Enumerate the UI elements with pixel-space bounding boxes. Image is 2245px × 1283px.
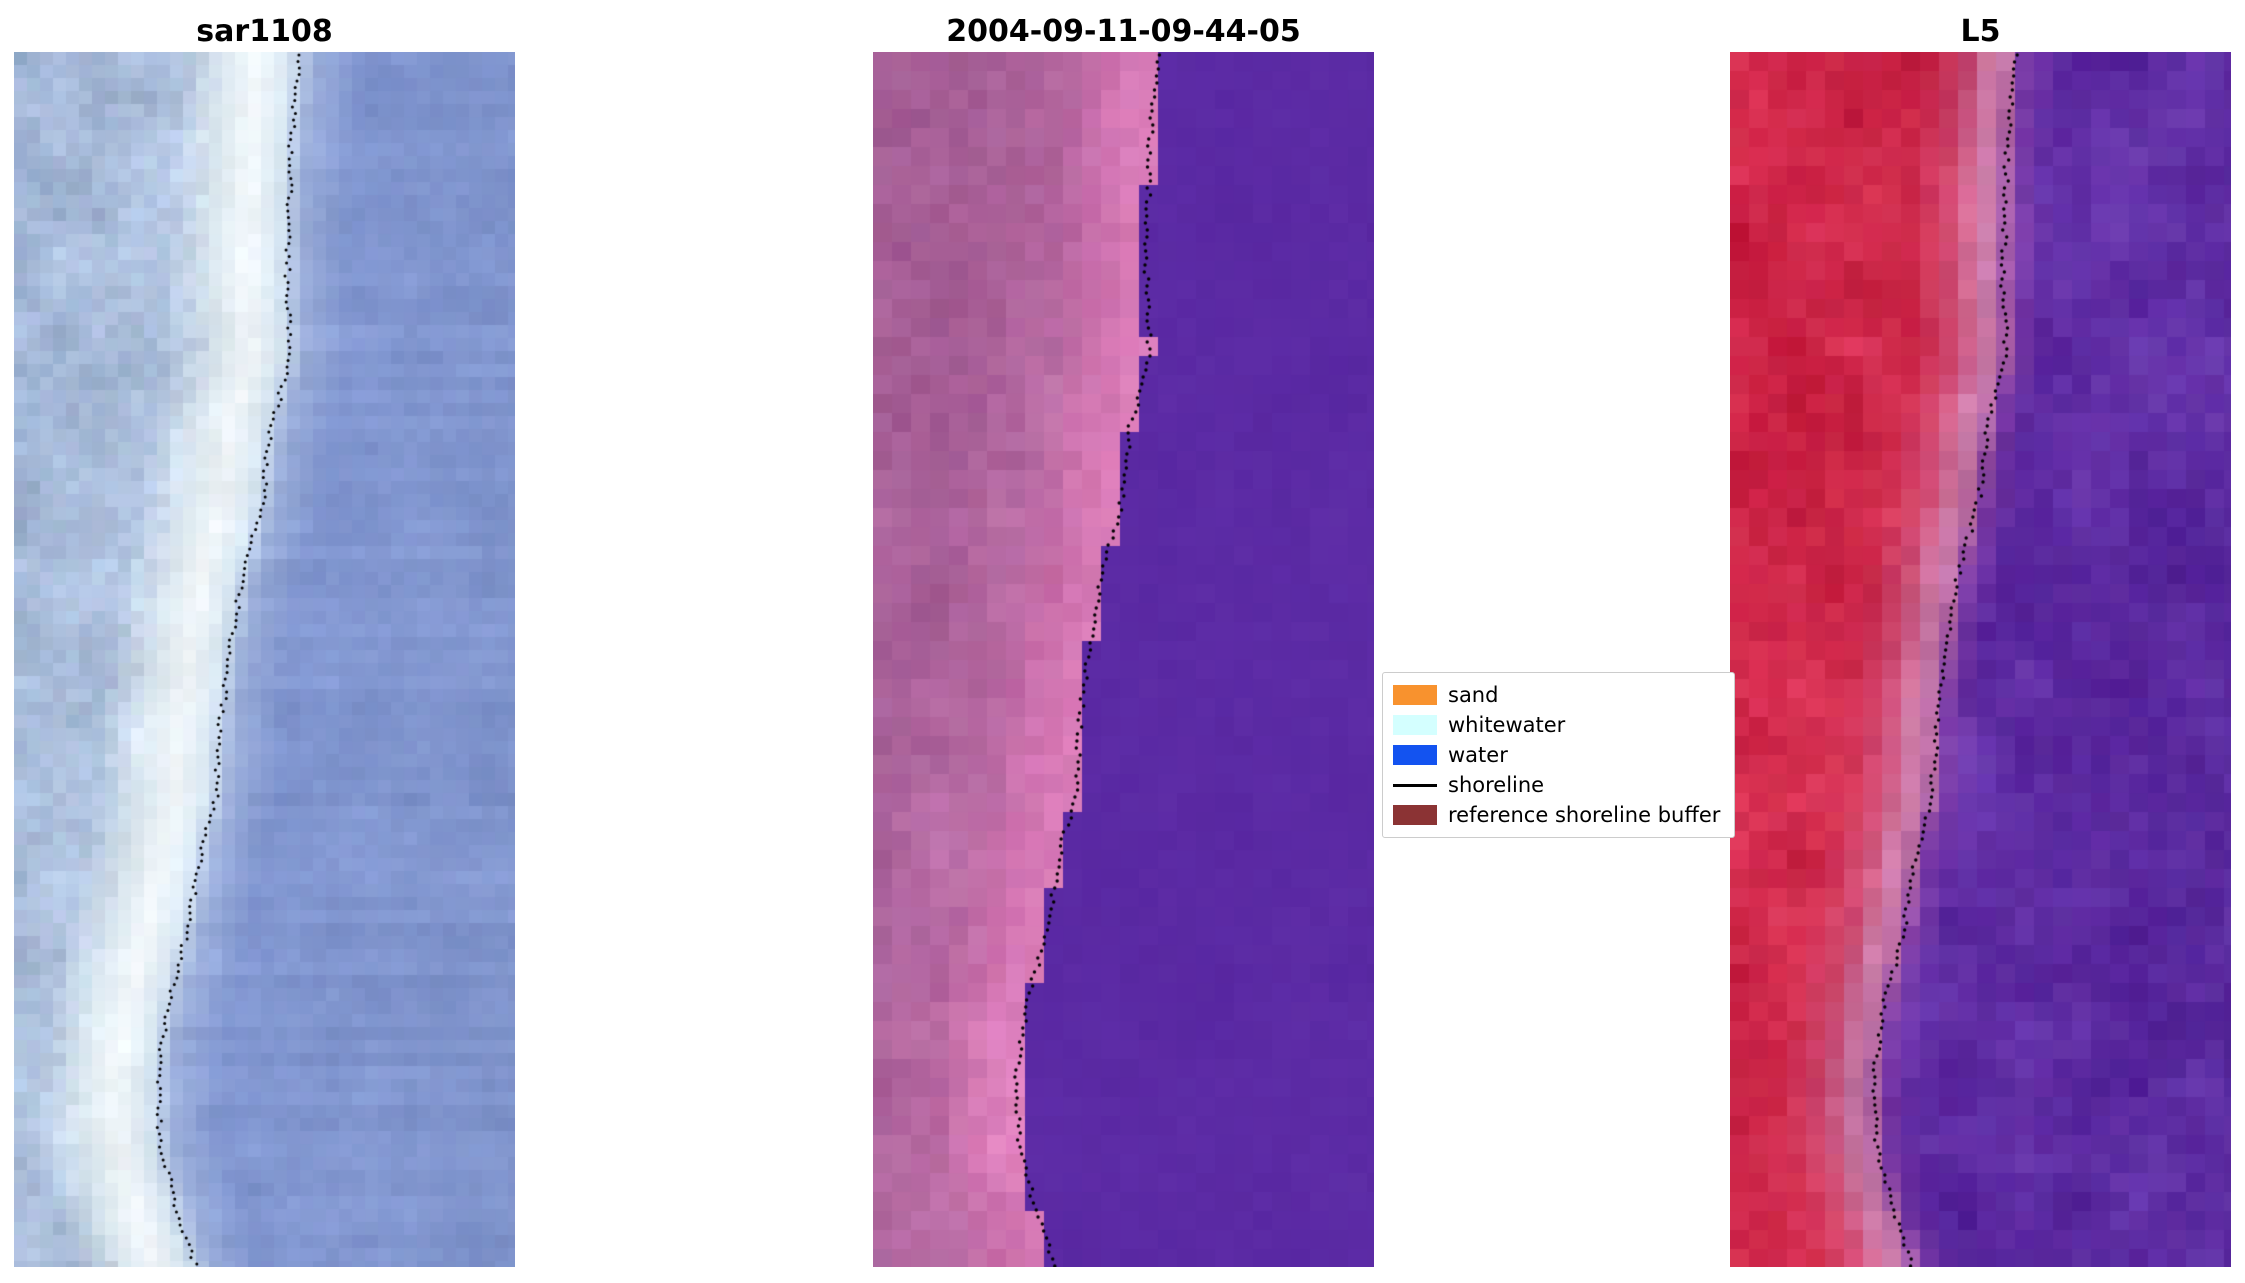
sand-swatch — [1393, 685, 1437, 705]
panel-title-date: 2004-09-11-09-44-05 — [946, 14, 1301, 49]
sar-satellite-image — [14, 52, 515, 1267]
legend-label-water: water — [1448, 743, 1508, 767]
panel-title-l5: L5 — [1960, 14, 2001, 49]
panel-title-sar1108: sar1108 — [196, 14, 333, 49]
water-swatch — [1393, 745, 1437, 765]
l5-satellite-image — [1730, 52, 2231, 1267]
legend-item-shoreline: shoreline — [1393, 770, 1720, 800]
panel-classified-rgb: 2004-09-11-09-44-05 — [873, 12, 1374, 1272]
classified-satellite-image — [873, 52, 1374, 1267]
legend-label-sand: sand — [1448, 683, 1499, 707]
legend-item-reference-buffer: reference shoreline buffer — [1393, 800, 1720, 830]
whitewater-swatch — [1393, 715, 1437, 735]
shoreline-line-swatch — [1393, 783, 1437, 787]
legend-item-whitewater: whitewater — [1393, 710, 1720, 740]
legend: sand whitewater water shoreline referenc… — [1382, 672, 1736, 838]
panel-sar1108: sar1108 — [14, 12, 515, 1272]
legend-label-whitewater: whitewater — [1448, 713, 1566, 737]
legend-item-water: water — [1393, 740, 1720, 770]
panel-l5: L5 — [1730, 12, 2231, 1272]
legend-item-sand: sand — [1393, 680, 1720, 710]
reference-buffer-swatch — [1393, 805, 1437, 825]
legend-label-reference-buffer: reference shoreline buffer — [1448, 803, 1721, 827]
legend-label-shoreline: shoreline — [1448, 773, 1545, 797]
